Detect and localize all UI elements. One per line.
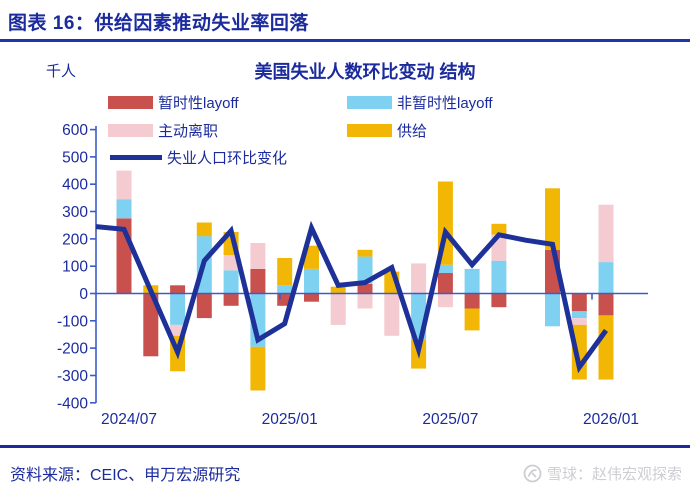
footer-divider: [0, 445, 690, 448]
bar-segment: [598, 262, 614, 294]
bar-segment: [304, 245, 319, 269]
legend-label-supply: 供给: [397, 122, 428, 140]
y-tick-label: -100: [57, 313, 88, 330]
y-tick-label: 600: [62, 122, 88, 139]
bar-segment: [491, 293, 507, 308]
bar-segment: [330, 293, 346, 325]
bar-segment: [491, 223, 507, 235]
bar-segment: [491, 260, 507, 294]
bar-segment: [116, 199, 132, 219]
y-tick-label: 0: [79, 286, 88, 303]
y-tick-label: -200: [57, 341, 88, 358]
bar-segment: [223, 255, 239, 271]
bar-segment: [464, 293, 480, 309]
y-tick-label: -300: [57, 368, 88, 385]
legend-label-total-line: 失业人口环比变化: [167, 149, 288, 167]
bar-segment: [304, 268, 319, 294]
bar-segment: [196, 222, 212, 237]
x-tick-label: 2025/07: [422, 411, 478, 428]
bar-segment: [437, 264, 453, 273]
bar-segment: [598, 293, 614, 316]
legend-item-total-line: 失业人口环比变化: [110, 148, 288, 167]
legend-swatch-quits: [108, 123, 153, 137]
bar-segment: [545, 188, 560, 250]
total-change-line: [95, 220, 609, 374]
legend-swatch-nontemp-layoff: [347, 95, 392, 109]
bar-segment: [464, 308, 480, 331]
bar-segment: [598, 315, 614, 380]
bar-segment: [277, 285, 293, 294]
bar-segment: [411, 263, 427, 294]
watermark: 雪球：赵伟宏观探索: [523, 463, 682, 484]
bar-segment: [223, 293, 239, 306]
x-tick-label: 2025/01: [262, 411, 318, 428]
legend-swatch-temp-layoff: [108, 95, 153, 109]
y-tick-label: 300: [62, 204, 88, 221]
legend-item-nontemp-layoff: 非暂时性layoff: [347, 93, 493, 112]
bar-segment: [357, 256, 373, 284]
bar-segment: [545, 293, 560, 327]
x-tick-label: 2026/01: [583, 411, 639, 428]
x-tick-label: 2024/07: [101, 411, 157, 428]
y-axis-unit-label: 千人: [46, 63, 77, 80]
bar-segment: [571, 311, 587, 319]
watermark-text: 雪球：赵伟宏观探索: [546, 466, 682, 483]
bar-segment: [437, 273, 453, 294]
bar-segment: [437, 293, 453, 308]
header-divider: [0, 39, 690, 42]
bar-segment: [250, 243, 266, 269]
y-tick-label: 500: [62, 149, 88, 166]
bar-segment: [304, 293, 319, 302]
legend-item-quits: 主动离职: [108, 121, 219, 140]
bar-segment: [571, 318, 587, 325]
bar-segment: [330, 286, 346, 294]
legend-swatch-supply: [347, 123, 392, 137]
legend-label-temp-layoff: 暂时性layoff: [158, 94, 239, 112]
chart-title: 美国失业人数环比变动 结构: [254, 62, 476, 82]
y-tick-label: -400: [57, 395, 88, 412]
xueqiu-logo-icon: [523, 464, 542, 483]
bar-segment: [170, 324, 186, 336]
bar-segment: [250, 268, 266, 294]
y-tick-label: 400: [62, 177, 88, 194]
legend-item-temp-layoff: 暂时性layoff: [108, 93, 239, 112]
bar-segment: [143, 293, 159, 357]
bar-segment: [196, 293, 212, 319]
bar-segment: [384, 293, 400, 336]
bar-segment: [357, 293, 373, 309]
bar-segment: [250, 346, 266, 391]
bar-segment: [357, 283, 373, 294]
bar-segment: [116, 170, 132, 200]
bar-segment: [223, 270, 239, 294]
bar-segment: [464, 268, 480, 294]
legend-swatch-total-line: [110, 154, 162, 160]
bar-segment: [598, 204, 614, 263]
y-tick-label: 200: [62, 231, 88, 248]
legend-label-quits: 主动离职: [158, 122, 219, 140]
legend-label-nontemp-layoff: 非暂时性layoff: [397, 94, 493, 112]
bar-segment: [170, 285, 186, 294]
bar-segment: [357, 249, 373, 257]
y-tick-label: 100: [62, 259, 88, 276]
bar-segment: [277, 258, 293, 286]
bar-segment: [571, 293, 587, 312]
bar-segment: [170, 293, 186, 325]
legend-item-supply: 供给: [347, 121, 428, 140]
source-note: 资料来源：CEIC、申万宏源研究: [10, 467, 241, 484]
figure-title: 图表 16：供给因素推动失业率回落: [8, 13, 309, 34]
